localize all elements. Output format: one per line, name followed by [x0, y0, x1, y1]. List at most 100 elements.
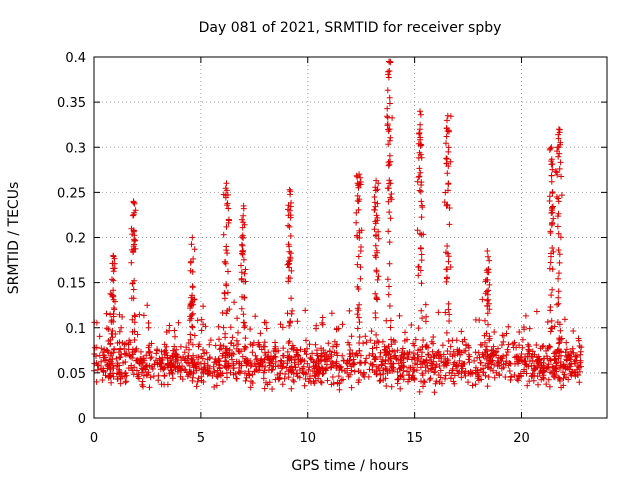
- data-point: [548, 292, 555, 299]
- data-point: [496, 372, 503, 379]
- data-point: [367, 337, 374, 344]
- data-point: [222, 345, 229, 352]
- data-point: [284, 310, 291, 317]
- data-point: [422, 301, 429, 308]
- data-point: [571, 358, 578, 365]
- data-point: [145, 320, 152, 326]
- data-point: [223, 243, 230, 250]
- data-point: [168, 361, 174, 367]
- data-point: [388, 336, 395, 343]
- data-point: [272, 376, 279, 383]
- data-point: [312, 341, 319, 348]
- data-point: [324, 355, 331, 362]
- data-point: [291, 353, 298, 360]
- data-point: [385, 198, 392, 205]
- data-point: [286, 248, 293, 255]
- data-point: [555, 294, 562, 301]
- data-point: [147, 348, 153, 355]
- data-point: [373, 331, 380, 338]
- data-point: [386, 100, 393, 107]
- data-point: [433, 378, 440, 385]
- data-point: [188, 241, 195, 248]
- data-point: [493, 369, 500, 376]
- data-point: [103, 310, 110, 317]
- data-point: [511, 354, 518, 361]
- data-point: [363, 339, 370, 346]
- data-point: [417, 230, 423, 237]
- data-point: [486, 333, 493, 340]
- data-point: [302, 371, 309, 378]
- y-tick-label: 0.2: [65, 232, 86, 247]
- data-point: [519, 344, 526, 351]
- data-point: [131, 337, 138, 343]
- data-point: [354, 261, 361, 268]
- data-point: [386, 239, 393, 246]
- data-point: [200, 303, 207, 310]
- data-point: [385, 185, 392, 192]
- data-point: [144, 362, 150, 369]
- data-point: [296, 367, 303, 373]
- data-point: [373, 294, 380, 301]
- data-point: [294, 347, 301, 354]
- data-point: [549, 266, 556, 273]
- data-point: [224, 307, 231, 314]
- data-point: [131, 319, 138, 326]
- data-point: [239, 353, 246, 360]
- data-point: [238, 368, 245, 375]
- data-point: [188, 258, 194, 265]
- data-point: [241, 346, 248, 353]
- data-point: [385, 291, 392, 298]
- data-point: [333, 325, 340, 332]
- data-point: [458, 328, 465, 335]
- data-point: [315, 369, 322, 376]
- data-point: [96, 333, 103, 340]
- data-point: [530, 377, 537, 384]
- data-point: [216, 336, 222, 343]
- data-point: [248, 361, 255, 368]
- data-point: [307, 373, 313, 380]
- data-point: [418, 198, 425, 205]
- data-point: [312, 373, 319, 380]
- data-point: [168, 367, 175, 374]
- data-point: [383, 317, 390, 324]
- data-point: [390, 364, 396, 371]
- data-point: [555, 210, 562, 217]
- data-point: [387, 158, 394, 165]
- data-point: [238, 362, 245, 369]
- data-point: [550, 364, 557, 371]
- data-point: [412, 360, 419, 367]
- data-point: [430, 334, 437, 340]
- data-point: [453, 361, 460, 368]
- data-point: [110, 252, 117, 259]
- data-point: [554, 171, 561, 178]
- data-point: [189, 323, 195, 330]
- data-point: [444, 357, 451, 364]
- data-point: [286, 186, 293, 193]
- data-point: [511, 339, 518, 346]
- data-point: [418, 280, 425, 287]
- data-point: [510, 344, 517, 351]
- data-point: [553, 194, 560, 200]
- data-point: [549, 363, 556, 370]
- y-tick-label: 0.3: [65, 141, 86, 156]
- data-point: [133, 357, 139, 364]
- data-point: [243, 374, 250, 381]
- data-point: [110, 318, 117, 325]
- data-point: [491, 361, 498, 368]
- data-point: [500, 338, 507, 345]
- data-point: [122, 379, 129, 386]
- data-point: [420, 383, 426, 390]
- data-point: [515, 373, 522, 380]
- data-point: [187, 313, 194, 320]
- data-point: [417, 364, 424, 371]
- data-point: [525, 346, 532, 353]
- data-point: [257, 330, 264, 337]
- data-point: [533, 342, 540, 348]
- data-point: [164, 355, 171, 362]
- data-point: [230, 371, 237, 378]
- data-point: [549, 245, 556, 251]
- data-point: [198, 373, 205, 380]
- data-point: [389, 347, 396, 354]
- data-point: [446, 205, 453, 211]
- data-point: [374, 276, 381, 283]
